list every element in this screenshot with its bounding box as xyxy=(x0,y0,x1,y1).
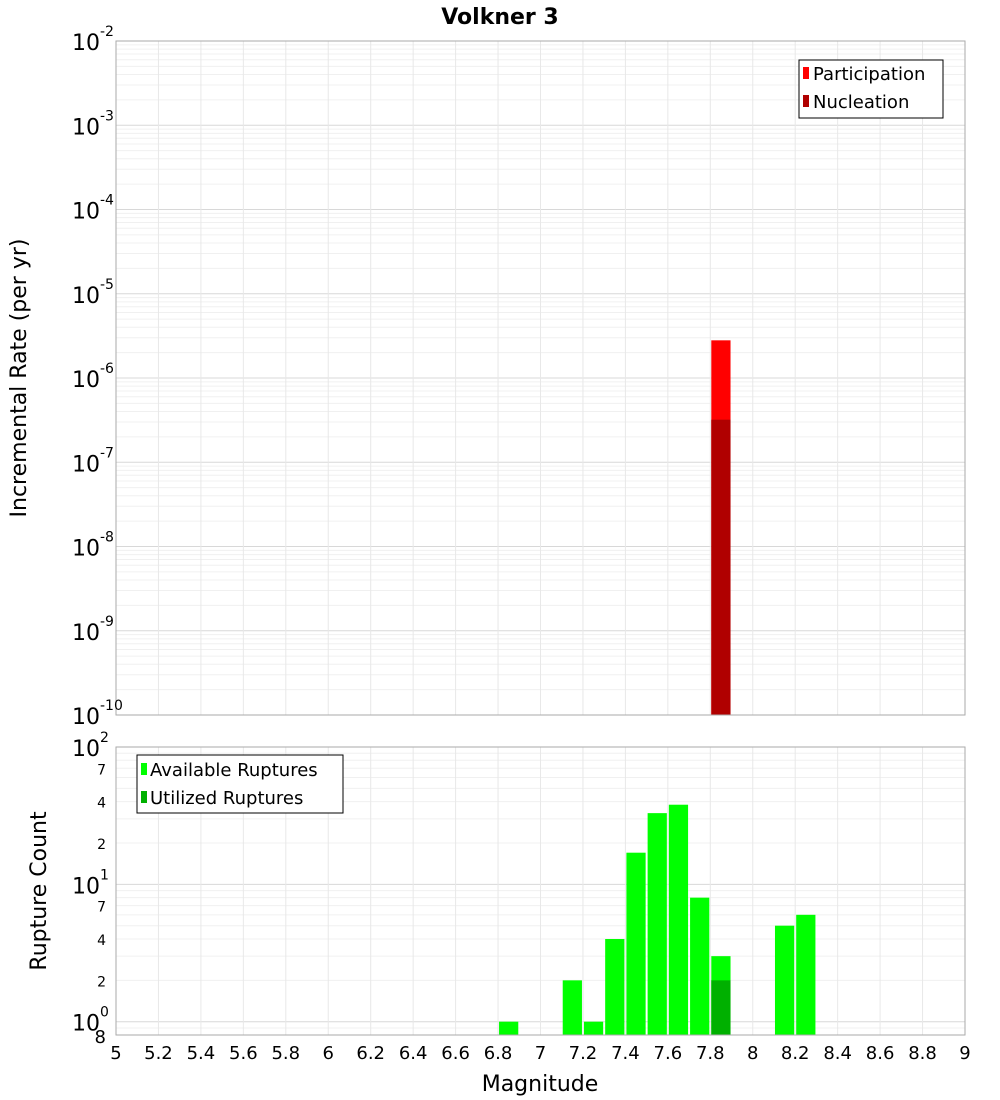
available-legend-label: Available Ruptures xyxy=(150,760,318,781)
count-y-tick-label: 102 xyxy=(72,730,109,762)
available-ruptures-bar xyxy=(647,813,667,1035)
rate-y-tick-label: 10-6 xyxy=(72,361,114,393)
magnitude-x-tick-label: 6.4 xyxy=(399,1043,428,1064)
magnitude-x-tick-label: 9 xyxy=(959,1043,970,1064)
available-ruptures-bar xyxy=(690,897,710,1035)
magnitude-x-tick-label: 5.8 xyxy=(271,1043,300,1064)
count-y-minor-tick-label: 4 xyxy=(97,933,106,949)
rate-legend-box xyxy=(798,59,944,119)
rate-y-tick-label: 10-8 xyxy=(72,530,114,562)
magnitude-x-ticks: 5 5.2 5.4 5.6 5.8 6 6.2 6.4 6.6 6.8 7 7.2 7.4 7.6 7.8 8… xyxy=(110,1043,970,1064)
rate-grid xyxy=(115,40,966,716)
count-y-minor-tick-label: 7 xyxy=(97,900,106,916)
available-ruptures-bar xyxy=(583,1021,604,1035)
nucleation-legend-swatch xyxy=(803,95,809,107)
nucleation-bar xyxy=(711,419,731,715)
rate-y-ticks: 10-10 10-9 10-8 10-7 10-6 10-5 10-4 10-3 10-2 xyxy=(72,24,123,730)
magnitude-x-tick-label: 5.6 xyxy=(229,1043,258,1064)
rate-legend: Participation Nucleation xyxy=(798,59,944,119)
magnitude-x-tick-label: 8.8 xyxy=(908,1043,937,1064)
count-legend: Available Ruptures Utilized Ruptures xyxy=(136,754,344,814)
magnitude-x-tick-label: 7.4 xyxy=(611,1043,640,1064)
rate-y-tick-label: 10-4 xyxy=(72,193,114,225)
rate-y-tick-label: 10-5 xyxy=(72,277,114,309)
rate-y-tick-label: 10-2 xyxy=(72,24,114,56)
participation-legend-swatch xyxy=(803,67,809,79)
utilized-ruptures-bar xyxy=(711,980,731,1035)
magnitude-x-tick-label: 6.8 xyxy=(484,1043,513,1064)
available-ruptures-bar xyxy=(668,804,689,1035)
count-y-ticks: 100 101 102 8 2 4 7 2 4 7 xyxy=(72,730,109,1048)
nucleation-legend-label: Nucleation xyxy=(813,92,909,113)
count-y-minor-tick-label: 7 xyxy=(97,762,106,778)
magnitude-x-tick-label: 6 xyxy=(323,1043,334,1064)
count-y-minor-tick-label: 8 xyxy=(95,1027,106,1048)
chart-title: Volkner 3 xyxy=(441,5,559,30)
magnitude-x-axis-label: Magnitude xyxy=(482,1072,599,1097)
magnitude-x-tick-label: 5 xyxy=(110,1043,121,1064)
utilized-legend-swatch xyxy=(141,791,147,803)
count-bars xyxy=(499,804,816,1035)
magnitude-x-tick-label: 7 xyxy=(535,1043,546,1064)
magnitude-x-tick-label: 8.4 xyxy=(823,1043,852,1064)
participation-legend-label: Participation xyxy=(813,64,925,85)
count-legend-box xyxy=(136,754,344,814)
magnitude-x-tick-label: 8 xyxy=(747,1043,758,1064)
available-ruptures-bar xyxy=(796,914,816,1035)
count-y-minor-tick-label: 4 xyxy=(97,796,106,812)
magnitude-x-tick-label: 6.6 xyxy=(441,1043,470,1064)
count-panel: 100 101 102 8 2 4 7 2 4 7 5 5.2 5.4 5.6 5.8 6 6.2 6.4 6.6… xyxy=(27,730,971,1097)
available-ruptures-bar xyxy=(774,925,795,1035)
count-plot-frame xyxy=(115,746,966,1036)
magnitude-x-tick-label: 7.6 xyxy=(654,1043,683,1064)
magnitude-x-tick-label: 5.2 xyxy=(144,1043,173,1064)
magnitude-x-tick-label: 7.8 xyxy=(696,1043,725,1064)
rate-y-tick-label: 10-7 xyxy=(72,445,114,477)
rate-y-tick-label: 10-10 xyxy=(72,698,123,730)
available-legend-swatch xyxy=(141,763,147,775)
count-y-tick-label: 100 xyxy=(72,1005,109,1037)
rate-bars xyxy=(711,340,731,715)
count-y-axis-label: Rupture Count xyxy=(27,811,52,971)
count-y-minor-tick-label: 2 xyxy=(97,837,106,853)
rate-panel: 10-10 10-9 10-8 10-7 10-6 10-5 10-4 10-3 10-2 In… xyxy=(7,24,966,730)
available-ruptures-bar xyxy=(626,852,646,1035)
magnitude-x-tick-label: 7.2 xyxy=(569,1043,598,1064)
rate-plot-frame xyxy=(115,40,966,716)
rate-y-tick-label: 10-9 xyxy=(72,614,114,646)
rate-y-axis-label: Incremental Rate (per yr) xyxy=(7,239,32,518)
magnitude-x-tick-label: 5.4 xyxy=(187,1043,216,1064)
count-y-minor-tick-label: 2 xyxy=(97,974,106,990)
available-ruptures-bar xyxy=(605,939,625,1035)
available-ruptures-bar xyxy=(562,980,582,1035)
magnitude-x-tick-label: 8.6 xyxy=(866,1043,895,1064)
utilized-legend-label: Utilized Ruptures xyxy=(150,788,303,809)
magnitude-x-tick-label: 6.2 xyxy=(356,1043,385,1064)
rate-y-tick-label: 10-3 xyxy=(72,108,114,140)
available-ruptures-bar xyxy=(499,1021,519,1035)
count-y-tick-label: 101 xyxy=(72,867,109,899)
magnitude-x-tick-label: 8.2 xyxy=(781,1043,810,1064)
